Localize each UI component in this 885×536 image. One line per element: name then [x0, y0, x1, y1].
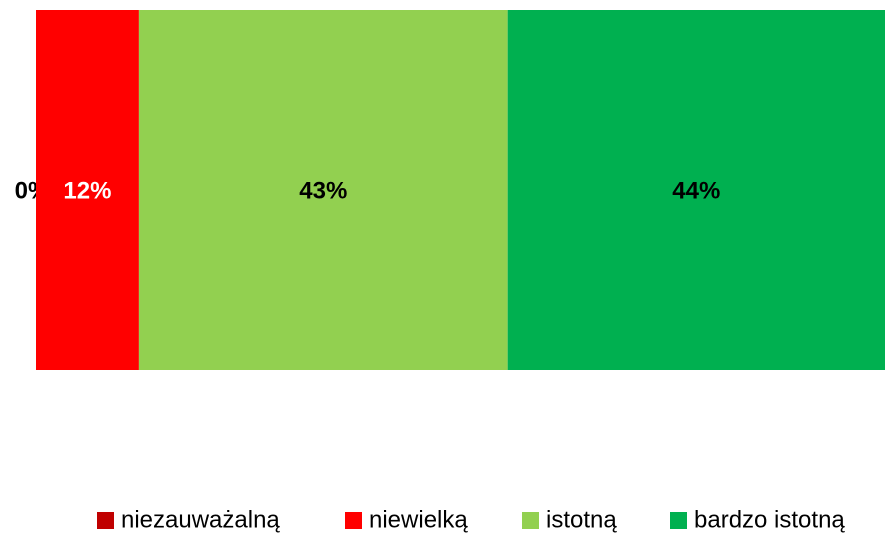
- legend-label: bardzo istotną: [694, 506, 845, 533]
- bar-segment: [138, 10, 508, 370]
- data-label: 44%: [672, 177, 720, 204]
- legend-label: niewielką: [369, 506, 468, 533]
- legend-swatch: [97, 512, 114, 529]
- data-label: 12%: [63, 177, 111, 204]
- bar-segment: [36, 10, 139, 370]
- bar-segment: [507, 10, 885, 370]
- legend-label: niezauważalną: [121, 506, 280, 533]
- legend-swatch: [670, 512, 687, 529]
- data-label: 43%: [299, 177, 347, 204]
- legend-label: istotną: [546, 506, 617, 533]
- legend-swatch: [345, 512, 362, 529]
- legend-swatch: [522, 512, 539, 529]
